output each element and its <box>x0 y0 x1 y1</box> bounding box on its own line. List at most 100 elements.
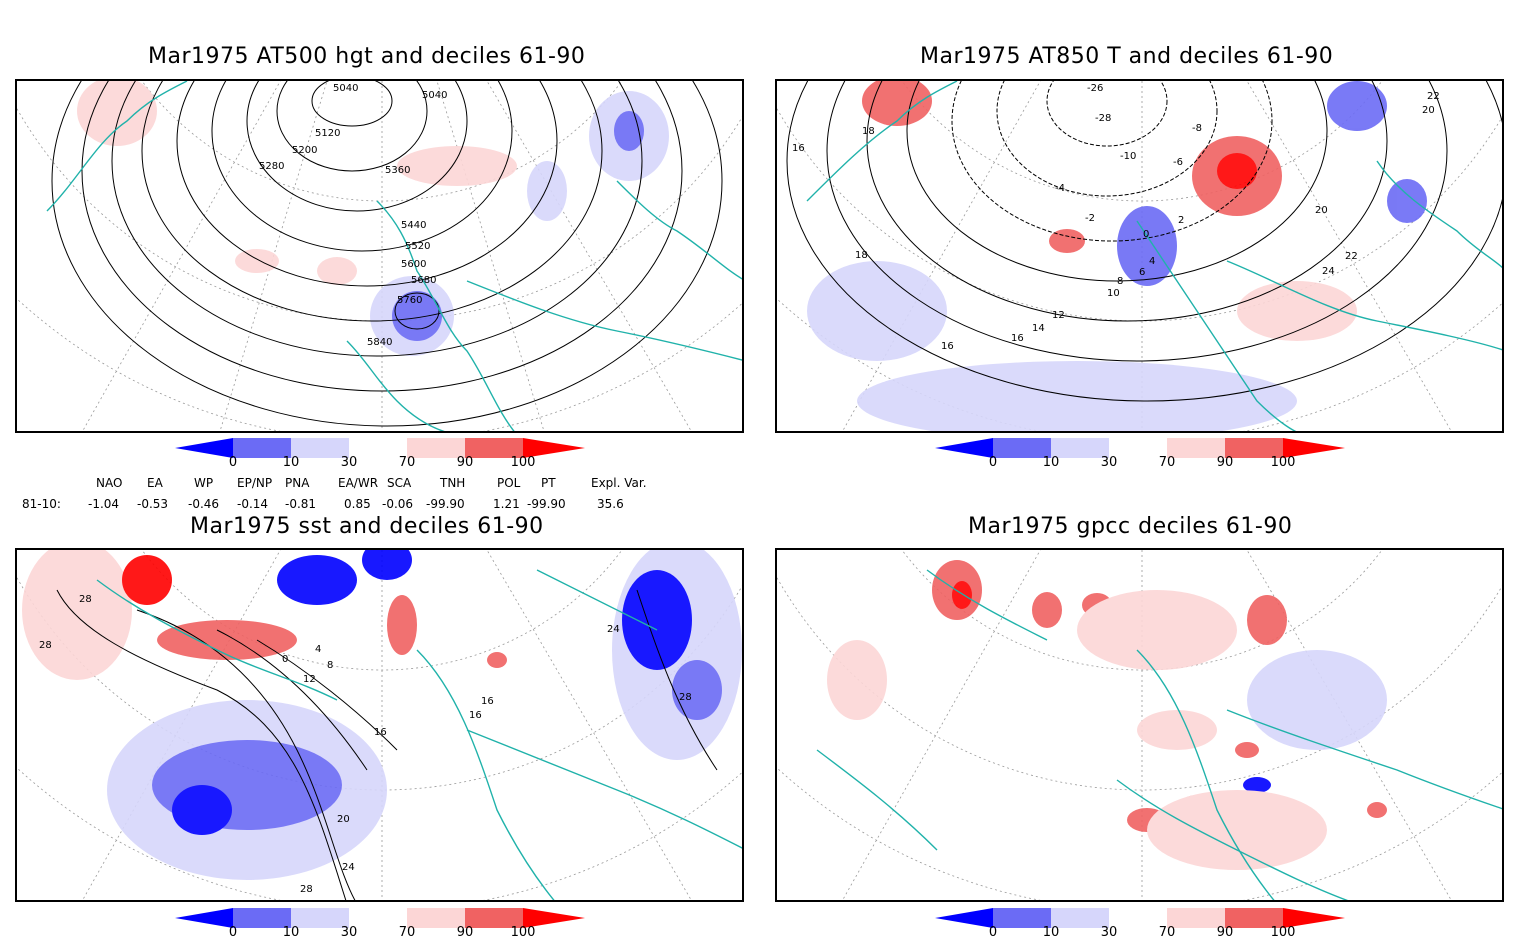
colorbar-segment <box>1051 438 1109 458</box>
map-panel-gpcc <box>775 548 1504 902</box>
colorbar-hgt <box>175 438 585 458</box>
contour-label: 4 <box>1149 256 1155 267</box>
colorbar-tick-label: 0 <box>228 925 238 940</box>
contour-label: 2 <box>1178 215 1184 226</box>
colorbar-segment <box>523 908 585 928</box>
index-value: -0.46 <box>188 497 220 511</box>
panel-title-gpcc: Mar1975 gpcc deciles 61-90 <box>968 514 1293 539</box>
contour-label: 5760 <box>397 295 422 306</box>
contour-label: 22 <box>1345 251 1358 262</box>
contour-label: 5520 <box>405 241 430 252</box>
contour-label: 6 <box>1139 267 1145 278</box>
contour-label: 5680 <box>411 275 436 286</box>
contour-label: 5440 <box>401 220 426 231</box>
contour-label: 20 <box>1422 105 1435 116</box>
colorbar-tick-label: 100 <box>1270 455 1296 470</box>
contour-label: 5360 <box>385 165 410 176</box>
contour-label: 28 <box>79 594 92 605</box>
contour-label: 16 <box>374 727 387 738</box>
contour-labels-t850: -26 -28 -10 -8 -6 -4 -2 0 2 4 6 8 10 12 … <box>792 83 1440 352</box>
contour-label: -2 <box>1085 213 1095 224</box>
index-header: WP <box>194 476 214 490</box>
contour-label: 8 <box>1117 276 1123 287</box>
colorbar-t850 <box>935 438 1345 458</box>
colorbar-segment <box>993 438 1051 458</box>
colorbar-tick-label: 90 <box>456 455 474 470</box>
contour-label: 16 <box>792 143 805 154</box>
contour-label: 20 <box>337 814 350 825</box>
index-value: -99.90 <box>527 497 566 511</box>
contour-label: 5600 <box>401 259 426 270</box>
contour-label: 28 <box>300 884 313 895</box>
colorbar-segment <box>1109 438 1167 458</box>
colorbar-tick-label: 100 <box>510 455 536 470</box>
colorbar-segment <box>291 908 349 928</box>
colorbar-segment <box>1283 908 1345 928</box>
contour-label: 8 <box>327 660 333 671</box>
colorbar-segment <box>935 438 993 458</box>
contour-label: 12 <box>303 674 316 685</box>
contour-label: 5040 <box>422 90 447 101</box>
colorbar-segment <box>523 438 585 458</box>
map-canvas-t850: -26 -28 -10 -8 -6 -4 -2 0 2 4 6 8 10 12 … <box>777 81 1502 431</box>
colorbar-tick-label: 0 <box>228 455 238 470</box>
colorbar-segment <box>935 908 993 928</box>
panel-title-hgt: Mar1975 AT500 hgt and deciles 61-90 <box>148 44 586 69</box>
colorbar-segment <box>1167 908 1225 928</box>
colorbar-segment <box>407 908 465 928</box>
colorbar-tick-label: 30 <box>1100 455 1118 470</box>
contour-label: 18 <box>855 250 868 261</box>
contour-label: 12 <box>1052 310 1065 321</box>
colorbar-segment <box>1051 908 1109 928</box>
contour-label: -6 <box>1173 157 1183 168</box>
colorbar-tick-label: 100 <box>510 925 536 940</box>
colorbar-segment <box>349 438 407 458</box>
index-row-label: 81-10: <box>22 497 61 511</box>
contour-label: 24 <box>1322 266 1335 277</box>
map-canvas-gpcc <box>777 550 1502 900</box>
colorbar-segment <box>349 908 407 928</box>
contour-label: 22 <box>1427 91 1440 102</box>
index-header: POL <box>497 476 521 490</box>
colorbar-segment <box>175 438 233 458</box>
colorbar-tick-label: 10 <box>1042 455 1060 470</box>
colorbar-segment <box>993 908 1051 928</box>
contour-label: -4 <box>1055 183 1065 194</box>
colorbar-tick-label: 90 <box>1216 925 1234 940</box>
contour-label: 16 <box>1011 333 1024 344</box>
colorbar-tick-label: 70 <box>1158 455 1176 470</box>
colorbar-tick-label: 70 <box>398 925 416 940</box>
index-value: -1.04 <box>88 497 120 511</box>
contour-label: 0 <box>1143 229 1149 240</box>
panel-title-sst: Mar1975 sst and deciles 61-90 <box>190 514 544 539</box>
colorbar-tick-label: 90 <box>1216 455 1234 470</box>
colorbar-gpcc <box>935 908 1345 928</box>
index-value: -0.81 <box>285 497 317 511</box>
contour-label: 0 <box>282 654 288 665</box>
contour-label: -26 <box>1087 83 1103 94</box>
colorbar-segment <box>407 438 465 458</box>
contour-label: -10 <box>1120 151 1136 162</box>
contour-label: 28 <box>679 692 692 703</box>
contour-label: 18 <box>862 126 875 137</box>
colorbar-segment <box>291 438 349 458</box>
index-header: SCA <box>387 476 412 490</box>
contour-labels-sst: 28 28 0 4 8 12 16 20 24 28 28 24 16 16 <box>39 594 692 895</box>
map-panel-sst: 28 28 0 4 8 12 16 20 24 28 28 24 16 16 <box>15 548 744 902</box>
index-header: PNA <box>285 476 310 490</box>
index-header: TNH <box>440 476 466 490</box>
index-value: -0.06 <box>382 497 414 511</box>
colorbar-tick-label: 70 <box>398 455 416 470</box>
contour-label: 5200 <box>292 145 317 156</box>
colorbar-tick-label: 0 <box>988 455 998 470</box>
colorbar-segment <box>1225 438 1283 458</box>
colorbar-segment <box>233 438 291 458</box>
colorbar-tick-label: 10 <box>1042 925 1060 940</box>
contour-label: 14 <box>1032 323 1045 334</box>
contour-label: 5840 <box>367 337 392 348</box>
colorbar-segment <box>465 908 523 928</box>
map-panel-hgt: 5040 5040 5120 5200 5280 5360 5440 5520 … <box>15 79 744 433</box>
index-header: EP/NP <box>237 476 273 490</box>
colorbar-sst <box>175 908 585 928</box>
contour-label: -8 <box>1192 123 1202 134</box>
